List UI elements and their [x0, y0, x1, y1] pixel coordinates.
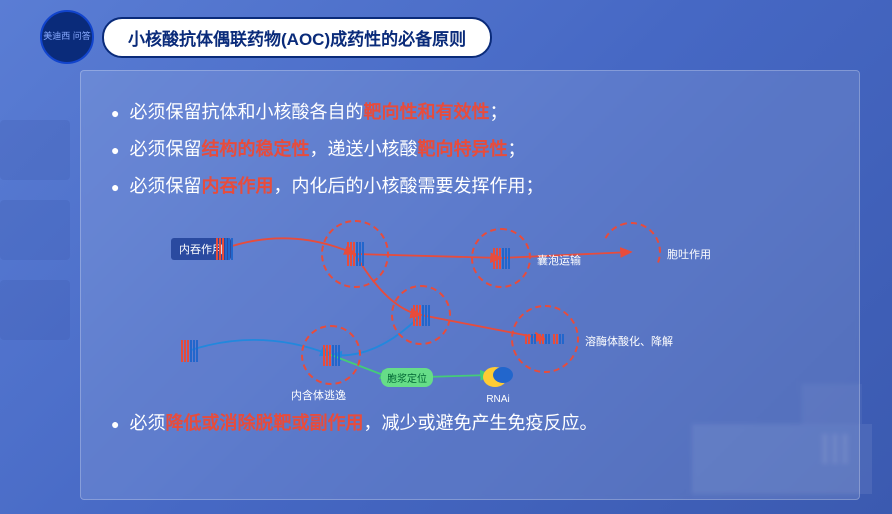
diagram-node-n4: [391, 285, 451, 345]
header: 美迪西 问答 小核酸抗体偶联药物(AOC)成药性的必备原则: [40, 10, 492, 64]
diagram-label-n6: 内含体逃逸: [291, 387, 346, 403]
background-shelves: [0, 0, 80, 514]
logo-text: 美迪西 问答: [43, 32, 91, 42]
diagram-node-cell1: [216, 238, 233, 260]
diagram-label-n3: 胞吐作用: [667, 246, 711, 262]
principles-list-bottom: 必须降低或消除脱靶或副作用，减少或避免产生免疫反应。: [111, 410, 829, 437]
diagram-node-n1: [321, 220, 389, 288]
diagram-label-cyto: 胞浆定位: [381, 368, 433, 387]
diagram-node-rnai: RNAi: [481, 365, 515, 405]
page-title: 小核酸抗体偶联药物(AOC)成药性的必备原则: [102, 17, 492, 58]
diagram-node-n5: [511, 305, 579, 373]
bullet-item: 必须保留结构的稳定性，递送小核酸靶向特异性；: [111, 136, 829, 163]
diagram-node-n2: [471, 228, 531, 288]
main-card: 必须保留抗体和小核酸各自的靶向性和有效性； 必须保留结构的稳定性，递送小核酸靶向特…: [80, 70, 860, 500]
diagram-label-n5: 溶酶体酸化、降解: [585, 333, 673, 349]
bullet-item: 必须保留抗体和小核酸各自的靶向性和有效性；: [111, 99, 829, 126]
endocytosis-diagram: 内吞作用囊泡运输胞吐作用溶酶体酸化、降解内含体逃逸胞浆定位RNAi: [111, 210, 829, 400]
diagram-node-cell2: [181, 340, 198, 362]
logo-badge: 美迪西 问答: [40, 10, 94, 64]
principles-list: 必须保留抗体和小核酸各自的靶向性和有效性； 必须保留结构的稳定性，递送小核酸靶向特…: [111, 99, 829, 200]
bullet-item: 必须保留内吞作用，内化后的小核酸需要发挥作用；: [111, 173, 829, 200]
diagram-label-n2: 囊泡运输: [537, 252, 581, 268]
diagram-node-n6: [301, 325, 361, 385]
bullet-item: 必须降低或消除脱靶或副作用，减少或避免产生免疫反应。: [111, 410, 829, 437]
